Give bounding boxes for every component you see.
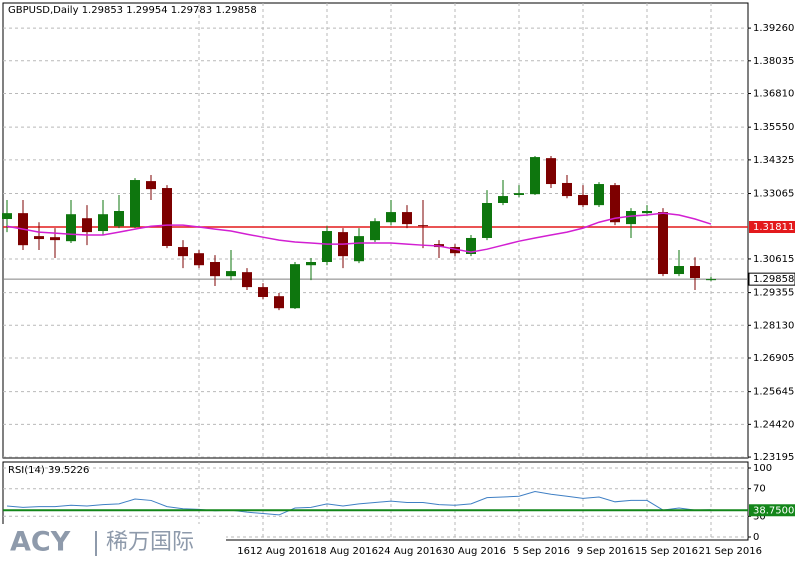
candle-body [466,237,476,254]
x-tick-label: 24 Aug 2016 [378,546,442,557]
candle-body [242,272,252,288]
candle-body [2,213,12,220]
candle-body [402,212,412,225]
y-tick-label: 1.34325 [753,155,794,166]
chart-header: GBPUSD,Daily 1.29853 1.29954 1.29783 1.2… [8,5,257,16]
y-tick-label: 1.35550 [753,122,794,133]
moving-average [6,212,712,253]
x-tick-label: 15 Sep 2016 [635,546,698,557]
candle-body [594,184,604,206]
candle-body [418,225,428,227]
candle-body [674,266,684,275]
main-frame [2,2,749,459]
level-label: 1.31811 [753,222,794,233]
candle-body [626,211,636,225]
rsi-y-tick-label: 0 [753,532,759,543]
candle-body [642,211,652,214]
y-tick-label: 1.24420 [753,419,794,430]
bid-label-bg [748,272,795,286]
rsi-y-tick-label: 30 [753,511,766,522]
x-tick-label: 12 Aug 2016 [250,546,314,557]
high-value: 1.29954 [126,5,167,16]
candle-body [498,196,508,203]
candle-body [578,194,588,206]
candle-body [690,266,700,279]
candle-body [162,188,172,246]
rsi-y-tick-label: 70 [753,484,766,495]
candle-body [258,287,268,297]
x-tick-label: 5 Sep 2016 [513,546,570,557]
candle-body [290,264,300,309]
rsi-value: 39.5226 [48,465,89,476]
candle-body [514,193,524,195]
y-tick-label: 1.26905 [753,353,794,364]
x-tick-label: 18 Aug 2016 [314,546,378,557]
level-label-bg [749,221,795,234]
candle-body [482,202,492,238]
candle-body [82,218,92,233]
rsi-line [6,490,712,516]
rsi-frame [2,461,749,541]
low-value: 1.29783 [171,5,212,16]
candle-body [370,221,380,241]
watermark: ACY 稀万国际 [0,524,226,565]
candle-body [706,279,716,281]
rsi-signal-label: 38.7500 [753,505,794,516]
close-value: 1.29858 [215,5,256,16]
watermark-bg [0,524,226,565]
candle-body [530,157,540,195]
x-tick-label: 16 [237,546,250,557]
candle-body [546,158,556,185]
watermark-name: 稀万国际 [106,530,194,555]
candle-body [386,212,396,223]
x-tick-label: 9 Sep 2016 [577,546,634,557]
candle-body [306,262,316,266]
y-tick-label: 1.29355 [753,288,794,299]
open-value: 1.29853 [82,5,123,16]
y-tick-label: 1.28130 [753,320,794,331]
candle-body [34,236,44,240]
candle-body [274,296,284,309]
y-tick-label: 1.38035 [753,56,794,67]
candle-body [210,262,220,277]
y-tick-label: 1.33065 [753,189,794,200]
y-tick-label: 1.25645 [753,387,794,398]
candle-body [194,253,204,266]
candle-body [50,237,60,241]
y-tick-label: 1.23195 [753,452,794,463]
rsi-label: RSI(14) [8,465,45,476]
rsi-signal-label-bg [749,504,795,517]
candle-body [450,247,460,254]
candle-body [322,231,332,263]
y-tick-label: 1.39260 [753,23,794,34]
candle-body [562,182,572,197]
candle-body [130,180,140,228]
candle-body [610,185,620,223]
y-tick-label: 1.30615 [753,254,794,265]
candle-body [114,211,124,227]
candle-body [226,271,236,277]
watermark-brand: ACY [10,527,71,558]
chart-layer: 1.39260 1.38035 1.36810 1.35550 1.34325 1.330… [2,3,795,557]
x-tick-label: 30 Aug 2016 [442,546,506,557]
rsi-y-tick-label: 100 [753,463,772,474]
symbol: GBPUSD,Daily [8,5,79,16]
x-tick-label: 21 Sep 2016 [699,546,762,557]
rsi-header: RSI(14) 39.5226 [8,465,89,476]
bid-label: 1.29858 [753,274,794,285]
candle-body [98,214,108,232]
candle-body [66,214,76,242]
candle-body [146,181,156,190]
candle-body [354,236,364,262]
y-tick-label: 1.36810 [753,89,794,100]
candle-body [178,247,188,257]
candle-body [658,212,668,275]
